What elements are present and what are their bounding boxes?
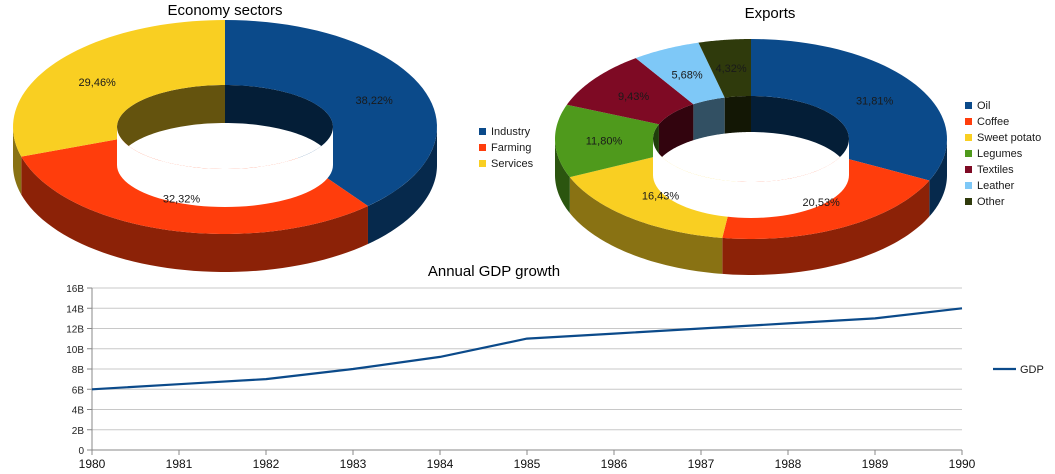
gdp-y-tick-label: 10B: [66, 345, 84, 356]
exports-legend-swatch: [965, 150, 972, 157]
gdp-legend-label: GDP: [1020, 364, 1044, 376]
gdp-y-tick-label: 8B: [72, 365, 85, 376]
economy-label-services: 29,46%: [79, 77, 117, 89]
gdp-x-tick-label: 1982: [253, 457, 280, 471]
exports-inner-wall-textiles: [658, 104, 694, 161]
exports-legend-item-sweet-potato: Sweet potato: [965, 132, 1041, 144]
gdp-line-chart: 0 2B 4B 6B 8B 10B 12B 14B 16B 1980 1981 1982 1983 198…: [66, 284, 975, 471]
exports-legend-swatch: [965, 134, 972, 141]
economy-legend-item-industry: Industry: [479, 126, 531, 138]
exports-slice-textiles: [566, 58, 694, 125]
exports-legend-item-textiles: Textiles: [965, 164, 1014, 176]
exports-label-oil: 31,81%: [856, 95, 894, 107]
exports-donut-chart: 31,81% 20,53% 16,43% 11,80% 9,43% 5,68% 4,32%: [555, 39, 947, 275]
gdp-x-tick-label: 1987: [688, 457, 715, 471]
exports-slice-legumes: [555, 104, 661, 178]
gdp-chart-title: Annual GDP growth: [428, 263, 560, 280]
exports-label-legumes: 11,80%: [586, 136, 623, 148]
gdp-y-tick-label: 12B: [66, 325, 84, 336]
exports-label-coffee: 20,53%: [803, 197, 841, 209]
economy-inner-wall-industry: [225, 85, 333, 165]
exports-slice-other: [698, 39, 751, 98]
economy-slice-industry: [225, 20, 437, 206]
exports-slice-leather: [635, 42, 725, 105]
economy-legend-swatch: [479, 144, 486, 151]
economy-donut-chart: 38,22% 32,32% 29,46%: [13, 20, 437, 272]
exports-legend-label: Legumes: [977, 148, 1023, 160]
exports-side-sweet-potato: [569, 177, 723, 274]
economy-label-farming: 32,32%: [163, 194, 201, 206]
exports-legend-item-leather: Leather: [965, 180, 1015, 192]
gdp-legend: GDP: [993, 364, 1044, 376]
gdp-y-tick-label: 0: [78, 446, 84, 457]
gdp-y-tick-label: 14B: [66, 304, 84, 315]
gdp-x-tick-label: 1986: [601, 457, 628, 471]
economy-legend-label: Industry: [491, 126, 531, 138]
economy-legend-item-services: Services: [479, 158, 534, 170]
exports-legend-label: Textiles: [977, 164, 1014, 176]
exports-label-textiles: 9,43%: [618, 91, 649, 103]
economy-legend-label: Farming: [491, 142, 531, 154]
gdp-y-tick-label: 4B: [72, 406, 85, 417]
exports-legend-label: Other: [977, 196, 1005, 208]
exports-legend-item-other: Other: [965, 196, 1005, 208]
economy-slice-services: [13, 20, 226, 157]
gdp-x-tick-label: 1988: [775, 457, 802, 471]
economy-label-industry: 38,22%: [356, 95, 394, 107]
exports-inner-wall-oil: [751, 96, 849, 175]
exports-legend-label: Coffee: [977, 116, 1009, 128]
gdp-x-tick-label: 1985: [514, 457, 541, 471]
exports-label-sweet-potato: 16,43%: [642, 190, 680, 202]
economy-hole: [117, 127, 333, 207]
exports-inner-wall-leather: [693, 97, 725, 141]
exports-slice-oil: [751, 39, 947, 181]
gdp-y-tick-label: 6B: [72, 385, 85, 396]
economy-side-services: [13, 127, 22, 195]
economy-legend-label: Services: [491, 158, 534, 170]
exports-legend-swatch: [965, 118, 972, 125]
exports-label-leather: 5,68%: [671, 70, 702, 82]
economy-inner-wall-services: [117, 85, 225, 165]
gdp-x-tick-label: 1990: [949, 457, 976, 471]
economy-side-farming: [21, 156, 368, 272]
economy-legend-swatch: [479, 160, 486, 167]
economy-legend: Industry Farming Services: [479, 126, 534, 170]
exports-legend-label: Oil: [977, 100, 990, 112]
exports-legend-label: Sweet potato: [977, 132, 1041, 144]
gdp-x-tick-label: 1980: [79, 457, 106, 471]
exports-legend-swatch: [965, 166, 972, 173]
gdp-x-tick-label: 1983: [340, 457, 367, 471]
gdp-x-tick-label: 1989: [862, 457, 889, 471]
gdp-y-tick-label: 16B: [66, 284, 84, 295]
exports-inner-wall-other: [724, 96, 751, 134]
exports-legend-item-legumes: Legumes: [965, 148, 1023, 160]
exports-side-coffee: [722, 180, 930, 275]
exports-legend-item-coffee: Coffee: [965, 116, 1009, 128]
exports-legend: Oil Coffee Sweet potato Legumes Textiles Leat…: [965, 100, 1041, 208]
economy-legend-item-farming: Farming: [479, 142, 531, 154]
exports-side-legumes: [555, 139, 570, 214]
gdp-y-tick-label: 2B: [72, 426, 85, 437]
exports-legend-swatch: [965, 102, 972, 109]
economy-chart-title: Economy sectors: [167, 2, 282, 19]
gdp-series-line: [91, 307, 963, 391]
gdp-x-tick-label: 1984: [427, 457, 454, 471]
exports-chart-title: Exports: [745, 5, 796, 22]
exports-legend-item-oil: Oil: [965, 100, 990, 112]
economy-side-industry: [367, 127, 437, 244]
gdp-x-tick-label: 1981: [166, 457, 193, 471]
exports-legend-swatch: [965, 182, 972, 189]
exports-hole: [653, 139, 849, 218]
exports-label-other: 4,32%: [715, 63, 746, 75]
exports-legend-swatch: [965, 198, 972, 205]
exports-legend-label: Leather: [977, 180, 1015, 192]
economy-legend-swatch: [479, 128, 486, 135]
exports-side-oil: [929, 139, 947, 217]
